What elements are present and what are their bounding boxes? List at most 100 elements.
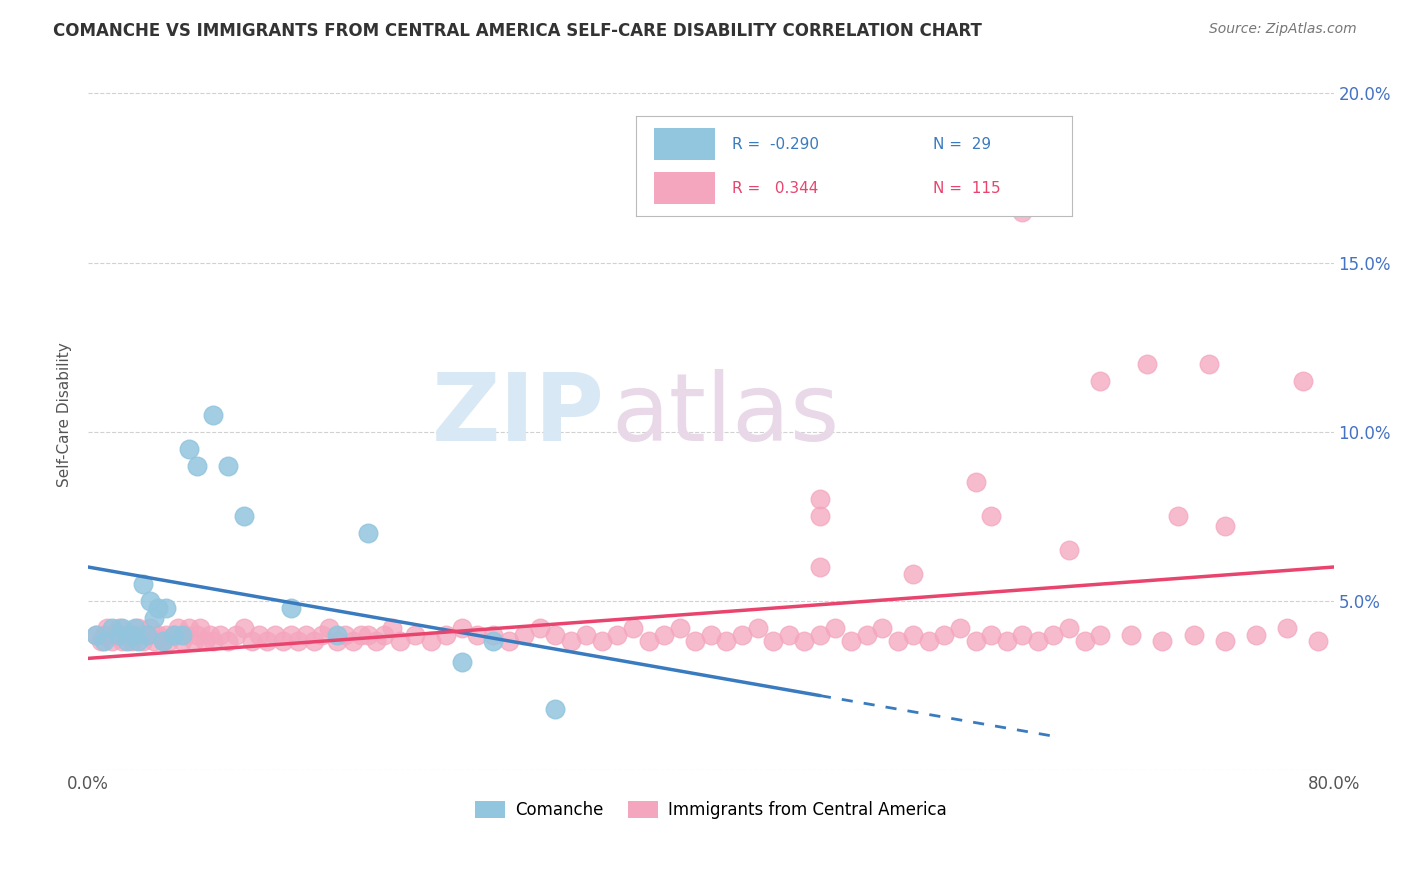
Point (136, 628, 159, 642)
Point (142, 611, 165, 625)
Point (434, 628, 457, 642)
Point (1306, 634, 1329, 648)
Point (148, 600, 170, 615)
Point (186, 458, 208, 473)
Point (217, 634, 239, 648)
Point (1167, 509, 1189, 524)
Text: COMANCHE VS IMMIGRANTS FROM CENTRAL AMERICA SELF-CARE DISABILITY CORRELATION CHA: COMANCHE VS IMMIGRANTS FROM CENTRAL AMER… (53, 22, 983, 40)
Point (115, 628, 138, 642)
Point (685, 634, 707, 648)
Point (1088, 374, 1111, 388)
Point (152, 634, 174, 648)
Point (225, 628, 247, 642)
Point (188, 621, 211, 635)
Point (280, 628, 302, 642)
Text: ZIP: ZIP (432, 368, 605, 461)
Point (108, 628, 131, 642)
Point (201, 408, 224, 422)
Point (808, 509, 831, 524)
Point (450, 655, 472, 669)
Point (529, 621, 551, 635)
Point (333, 628, 356, 642)
Point (179, 621, 201, 635)
Point (121, 628, 143, 642)
Point (995, 634, 1018, 648)
Point (591, 634, 613, 648)
Point (127, 634, 149, 648)
Point (349, 628, 371, 642)
Point (90, 634, 112, 648)
Point (652, 628, 675, 642)
Point (131, 634, 153, 648)
Point (84, 628, 107, 642)
Point (980, 509, 1002, 524)
Point (201, 634, 224, 648)
Point (100, 621, 122, 635)
Point (1213, 519, 1236, 533)
Point (668, 621, 690, 635)
Text: Source: ZipAtlas.com: Source: ZipAtlas.com (1209, 22, 1357, 37)
Point (855, 628, 877, 642)
Point (217, 458, 239, 473)
Point (513, 628, 536, 642)
Legend: Comanche, Immigrants from Central America: Comanche, Immigrants from Central Americ… (468, 794, 953, 826)
Point (381, 621, 404, 635)
Point (606, 628, 628, 642)
Point (778, 628, 800, 642)
Point (949, 621, 972, 635)
Point (903, 566, 925, 581)
Point (209, 628, 232, 642)
Point (271, 634, 294, 648)
Point (366, 634, 388, 648)
Point (404, 628, 426, 642)
Point (467, 628, 489, 642)
Point (124, 621, 146, 635)
Point (136, 628, 159, 642)
Point (1011, 204, 1033, 219)
Point (824, 621, 846, 635)
Point (342, 634, 364, 648)
Point (498, 634, 520, 648)
Point (152, 634, 174, 648)
Point (731, 628, 754, 642)
Point (240, 634, 263, 648)
Point (1042, 628, 1064, 642)
Point (965, 634, 987, 648)
Point (173, 628, 195, 642)
Point (96, 621, 118, 635)
Point (637, 634, 659, 648)
Point (148, 628, 170, 642)
Y-axis label: Self-Care Disability: Self-Care Disability (58, 343, 72, 487)
Point (918, 634, 941, 648)
Point (121, 634, 143, 648)
Point (326, 634, 349, 648)
Point (357, 628, 380, 642)
Point (1088, 628, 1111, 642)
Point (111, 621, 134, 635)
Point (560, 634, 582, 648)
Point (194, 634, 217, 648)
Point (388, 634, 411, 648)
Point (1121, 628, 1143, 642)
Point (965, 475, 987, 490)
Point (264, 628, 287, 642)
Point (1057, 543, 1080, 558)
Point (302, 634, 325, 648)
Point (287, 634, 309, 648)
Point (1152, 634, 1174, 648)
Point (1198, 357, 1220, 371)
Point (84, 628, 107, 642)
Point (357, 526, 380, 541)
Point (155, 600, 177, 615)
Point (115, 634, 138, 648)
Point (105, 628, 128, 642)
Point (1244, 628, 1267, 642)
Point (295, 628, 318, 642)
Point (700, 628, 723, 642)
Point (903, 628, 925, 642)
Point (318, 621, 340, 635)
Point (232, 621, 254, 635)
Point (1057, 621, 1080, 635)
Point (163, 628, 186, 642)
Point (131, 577, 153, 591)
